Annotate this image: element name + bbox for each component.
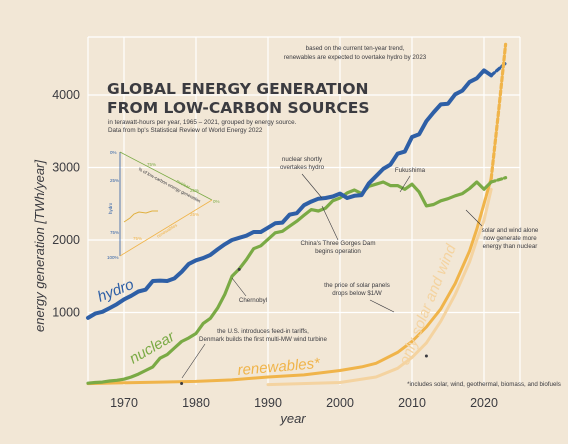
x-tick-label-2010: 2010	[398, 396, 426, 410]
series-line-hydro	[86, 68, 494, 320]
title-line-2: FROM LOW-CARBON SOURCES	[107, 99, 370, 117]
x-axis-label: year	[279, 411, 306, 426]
ternary-tick-right-0: 0%	[213, 199, 220, 204]
ternary-tick-left-75: 75%	[110, 230, 119, 235]
annotation-solar-price-line-2: drops below $1/W	[332, 290, 382, 297]
x-tick-label-2000: 2000	[326, 396, 354, 410]
annotation-solar-wind-arrow	[465, 209, 483, 227]
annotation-fukushima-arrow	[399, 175, 411, 193]
annotation-nuclear-overtakes-line-1: nuclear shortly	[282, 156, 323, 163]
ternary-axis-title: % of low-carbon energy generation	[138, 166, 202, 203]
ternary-tick-left-25: 25%	[110, 178, 119, 183]
event-marker-0	[180, 382, 184, 386]
ternary-nuclear-axis	[119, 151, 213, 201]
y-axis-label: energy generation [TWh/year]	[32, 160, 47, 332]
annotation-three-gorges-line-1: China's Three Gorges Dam	[300, 240, 375, 247]
ternary-tick-bottom-25: 25%	[190, 212, 199, 217]
y-tick-label-3000: 3000	[52, 161, 80, 175]
annotation-chernobyl-arrow	[231, 277, 247, 297]
x-tick-label-1970: 1970	[110, 396, 138, 410]
grid	[87, 36, 521, 385]
annotation-feed-in-arrow	[181, 343, 206, 379]
projection-nuclear	[489, 176, 508, 184]
ternary-renewables-axis	[119, 199, 213, 257]
annotation-nuclear-overtakes-arrow	[301, 173, 323, 199]
annotation-chernobyl: Chernobyl	[239, 297, 267, 304]
annotation-trend-line-1: based on the current ten-year trend,	[306, 45, 405, 52]
annotation-feed-in-line-1: the U.S. introduces feed-in tariffs,	[217, 328, 309, 335]
annotation-three-gorges-arrow	[321, 205, 339, 241]
event-marker-2	[424, 354, 428, 358]
title-block: GLOBAL ENERGY GENERATION FROM LOW-CARBON…	[107, 80, 370, 134]
ternary-label-renewables: renewables	[156, 222, 179, 239]
series-label-nuclear: nuclear	[127, 328, 179, 368]
series-label-hydro: hydro	[95, 276, 136, 306]
ternary-tick-bottom-75: 75%	[133, 236, 142, 241]
ternary-tick-left-100: 100%	[107, 255, 119, 260]
annotation-feed-in-line-2: Denmark builds the first multi-MW wind t…	[199, 336, 327, 343]
x-tick-label-2020: 2020	[470, 396, 498, 410]
annotation-solar-price-line-1: the price of solar panels	[324, 282, 390, 289]
ternary-tick-mid-25: 25%	[190, 188, 199, 193]
subtitle-line-2: Data from bp's Statistical Review of Wor…	[108, 127, 263, 134]
annotation-fukushima: Fukushima	[395, 167, 426, 174]
series-line-renewables	[86, 176, 493, 386]
annotation-solar-wind-line-3: energy than nuclear	[483, 243, 538, 250]
ternary-trajectory	[123, 210, 158, 223]
axis-ticks: 1970 1980 1990 2000 2010 2020 1000 2000 3000 4000	[52, 88, 498, 410]
event-marker-1	[237, 267, 241, 271]
y-tick-label-2000: 2000	[52, 233, 80, 247]
ternary-label-nuclear: nuclear	[176, 178, 192, 190]
annotation-solar-wind-line-1: solar and wind alone	[482, 227, 539, 234]
projection-renewables	[489, 42, 508, 180]
subtitle-line-1: in terawatt-hours per year, 1965 – 2021,…	[108, 119, 297, 126]
y-tick-label-4000: 4000	[52, 88, 80, 102]
y-tick-label-1000: 1000	[52, 306, 80, 320]
annotation-trend-line-2: renewables are expected to overtake hydr…	[284, 54, 427, 61]
title-line-1: GLOBAL ENERGY GENERATION	[107, 80, 368, 98]
series-line-nuclear	[86, 180, 493, 385]
annotation-nuclear-overtakes-line-2: overtakes hydro	[280, 164, 325, 171]
x-tick-label-1980: 1980	[182, 396, 210, 410]
ternary-label-hydro: hydro	[108, 202, 113, 214]
annotations: based on the current ten-year trend, ren…	[181, 45, 561, 388]
ternary-tick-top-0: 0%	[110, 150, 117, 155]
annotation-footnote: *includes solar, wind, geothermal, bioma…	[407, 381, 561, 388]
series-line-onlysolarandwind	[266, 187, 493, 387]
ternary-tick-top-75: 75%	[147, 162, 156, 167]
series-layer	[86, 42, 508, 387]
annotation-three-gorges-line-2: begins operation	[315, 248, 361, 255]
annotation-solar-wind-line-2: now generate more	[483, 235, 537, 242]
annotation-solar-price-arrow	[369, 299, 395, 313]
x-tick-label-1990: 1990	[254, 396, 282, 410]
